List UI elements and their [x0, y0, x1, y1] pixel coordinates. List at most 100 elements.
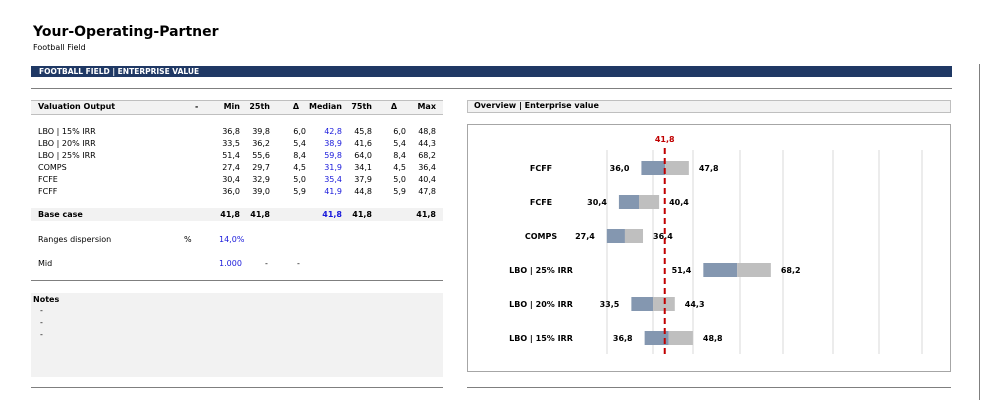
col-header-75th: 75th — [351, 102, 372, 111]
bar-low-segment — [644, 331, 669, 345]
col-header-delta-2: Δ — [390, 102, 398, 111]
cell-75th: 45,8 — [354, 127, 372, 136]
reference-line-label: 41,8 — [655, 135, 675, 144]
notes-title: Notes — [33, 295, 60, 304]
cell-median: 59,8 — [324, 151, 342, 160]
bar-high-segment — [668, 331, 693, 345]
category-label: LBO | 25% IRR — [509, 266, 573, 275]
min-label: 33,5 — [600, 300, 620, 309]
max-label: 40,4 — [669, 198, 689, 207]
category-label: COMPS — [525, 232, 557, 241]
cell-delta-2: 8,4 — [393, 151, 406, 160]
row-label: FCFE — [38, 175, 58, 184]
cell-25th: 32,9 — [252, 175, 270, 184]
col-header-dash: - — [195, 102, 199, 111]
cell-min: 33,5 — [222, 139, 240, 148]
cell-min: 36,8 — [222, 127, 240, 136]
dispersion-value[interactable]: 14,0% — [219, 235, 245, 244]
cell-delta-1: 6,0 — [293, 127, 306, 136]
chart-bottom-divider — [467, 387, 951, 388]
notes-bottom-divider — [31, 387, 443, 388]
mid-dash-2: - — [297, 259, 300, 268]
row-label: LBO | 25% IRR — [38, 151, 96, 160]
cell-delta-1: 4,5 — [293, 163, 306, 172]
bar-low-segment — [631, 297, 654, 311]
bar-high-segment — [737, 263, 771, 277]
row-label: LBO | 20% IRR — [38, 139, 96, 148]
cell-75th: 64,0 — [354, 151, 372, 160]
note-line: - — [40, 318, 43, 327]
dispersion-label: Ranges dispersion — [38, 235, 112, 244]
cell-median: 41,9 — [324, 187, 342, 196]
football-field-chart: FCFF 36,0 47,8 FCFE 30,4 40,4 COMPS 27,4 36,4 LBO… — [509, 135, 923, 356]
bar-high-segment — [639, 195, 660, 209]
category-label: FCFF — [530, 164, 552, 173]
category-label: LBO | 20% IRR — [509, 300, 573, 309]
valuation-table-header — [31, 100, 443, 115]
bar-low-segment — [606, 229, 625, 243]
section-banner: FOOTBALL FIELD | ENTERPRISE VALUE — [31, 66, 952, 77]
col-header-max: Max — [417, 102, 436, 111]
min-label: 36,8 — [613, 334, 633, 343]
cell-75th: 37,9 — [354, 175, 372, 184]
cell-75th: 34,1 — [354, 163, 372, 172]
cell-25th: 29,7 — [252, 163, 270, 172]
max-label: 68,2 — [781, 266, 801, 275]
cell-25th: 39,8 — [252, 127, 270, 136]
min-label: 30,4 — [587, 198, 607, 207]
max-label: 48,8 — [703, 334, 723, 343]
mid-label: Mid — [38, 259, 53, 268]
max-label: 44,3 — [685, 300, 705, 309]
base-case-band — [31, 208, 443, 221]
note-line: - — [40, 330, 43, 339]
dispersion-unit: % — [184, 235, 192, 244]
col-header-label: Valuation Output — [38, 102, 116, 111]
mid-dash-1: - — [265, 259, 268, 268]
row-label: COMPS — [38, 163, 67, 172]
page-subtitle: Football Field — [33, 43, 86, 52]
max-label: 36,4 — [653, 232, 673, 241]
cell-delta-2: 5,9 — [393, 187, 406, 196]
overview-header — [467, 100, 951, 113]
cell-min: 30,4 — [222, 175, 240, 184]
cell-max: 47,8 — [418, 187, 436, 196]
chart-frame — [467, 124, 951, 372]
row-label: LBO | 15% IRR — [38, 127, 96, 136]
cell-25th: 55,6 — [252, 151, 270, 160]
col-header-min: Min — [223, 102, 240, 111]
cell-75th: 41,6 — [354, 139, 372, 148]
bar-low-segment — [618, 195, 640, 209]
table-bottom-divider — [31, 280, 443, 281]
cell-min: 36,0 — [222, 187, 240, 196]
base-case-25th: 41,8 — [250, 210, 270, 219]
base-case-75th: 41,8 — [352, 210, 372, 219]
cell-max: 36,4 — [418, 163, 436, 172]
cell-max: 48,8 — [418, 127, 436, 136]
cell-delta-1: 8,4 — [293, 151, 306, 160]
cell-delta-1: 5,9 — [293, 187, 306, 196]
row-label: FCFF — [38, 187, 58, 196]
min-label: 36,0 — [610, 164, 630, 173]
col-header-25th: 25th — [249, 102, 270, 111]
cell-delta-2: 4,5 — [393, 163, 406, 172]
notes-panel[interactable] — [31, 293, 443, 377]
cell-25th: 36,2 — [252, 139, 270, 148]
col-header-delta-1: Δ — [292, 102, 300, 111]
mid-value[interactable]: 1.000 — [219, 259, 242, 268]
cell-min: 27,4 — [222, 163, 240, 172]
cell-max: 44,3 — [418, 139, 436, 148]
bar-high-segment — [665, 161, 689, 175]
cell-max: 68,2 — [418, 151, 436, 160]
category-label: FCFE — [530, 198, 552, 207]
base-case-label: Base case — [38, 210, 83, 219]
category-label: LBO | 15% IRR — [509, 334, 573, 343]
min-label: 27,4 — [575, 232, 595, 241]
max-label: 47,8 — [699, 164, 719, 173]
cell-delta-1: 5,4 — [293, 139, 306, 148]
page-title: Your-Operating-Partner — [33, 24, 219, 40]
min-label: 51,4 — [672, 266, 692, 275]
vertical-divider — [979, 64, 980, 400]
bar-low-segment — [641, 161, 666, 175]
cell-delta-2: 5,4 — [393, 139, 406, 148]
bar-high-segment — [624, 229, 644, 243]
